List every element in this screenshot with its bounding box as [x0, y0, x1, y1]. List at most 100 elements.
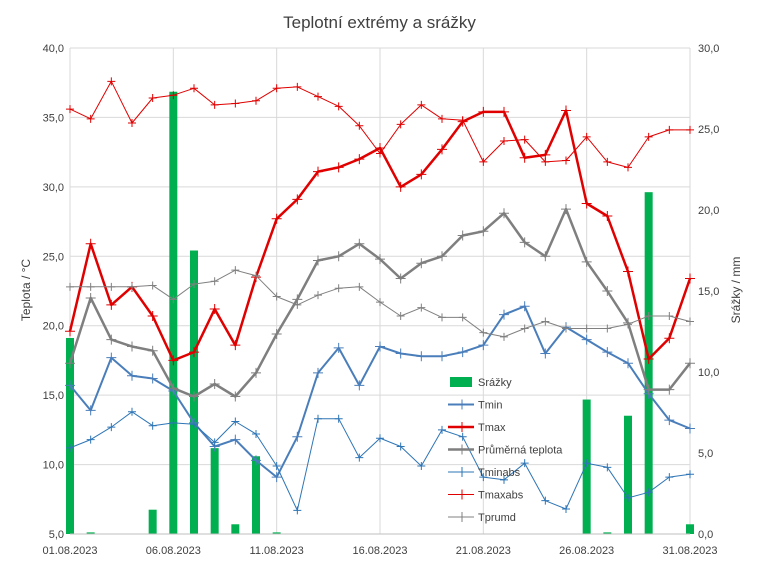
point-Tmin: [375, 341, 385, 352]
point-Tprumd: [603, 324, 612, 333]
legend-swatch-marker: [457, 422, 467, 432]
point-Tmaxabs: [66, 105, 74, 114]
point-Tprumd: [334, 284, 343, 293]
point-Tprumd: [644, 311, 653, 320]
axis-layer: 5,0 10,0 15,0 20,0 25,0 30,0 35,0 40,0 0,0 5,0 10,…: [42, 43, 719, 557]
point-Průměrná teplota: [354, 238, 365, 249]
point-Tmin: [354, 380, 365, 391]
point-Průměrná teplota: [375, 254, 385, 265]
point-Tprumd: [107, 282, 116, 291]
point-Tmax: [189, 347, 199, 358]
point-Tminabs: [644, 488, 653, 497]
x-tick-label: 31.08.2023: [662, 545, 717, 557]
point-Tmax: [85, 238, 96, 249]
point-Tmax: [561, 105, 571, 116]
point-Průměrná teplota: [416, 258, 427, 269]
y2-tick-label: 5,0: [698, 448, 713, 460]
point-Tminabs: [396, 442, 405, 451]
legend-swatch-bar: [450, 377, 472, 387]
point-Tprumd: [417, 303, 426, 312]
point-Tminabs: [355, 453, 364, 462]
point-Tmaxabs: [231, 99, 240, 108]
legend-label: Průměrná teplota: [478, 445, 563, 457]
bar-srazky: [86, 532, 95, 534]
point-Tmaxabs: [107, 77, 116, 86]
point-Tmax: [354, 154, 365, 165]
y-tick-label: 25,0: [43, 251, 64, 263]
point-Průměrná teplota: [478, 226, 489, 237]
point-Tprumd: [665, 311, 674, 320]
point-Tmaxabs: [541, 157, 550, 166]
point-Průměrná teplota: [333, 251, 344, 262]
point-Tminabs: [603, 463, 612, 472]
bar-srazky: [624, 415, 632, 534]
point-Tmin: [478, 340, 489, 351]
point-Tminabs: [438, 425, 446, 434]
legend-swatch-marker: [457, 512, 467, 522]
point-Tmin: [65, 380, 75, 391]
point-Tminabs: [562, 505, 570, 514]
point-Tprumd: [582, 324, 591, 333]
point-Tmaxabs: [210, 100, 219, 109]
point-Tprumd: [396, 311, 405, 320]
point-Tmaxabs: [644, 132, 653, 141]
line-layer: [65, 77, 695, 515]
point-Tmaxabs: [128, 118, 136, 127]
point-Tmax: [395, 181, 406, 192]
point-Tmaxabs: [624, 163, 632, 172]
x-tick-label: 01.08.2023: [42, 545, 97, 557]
point-Tmax: [106, 299, 117, 310]
point-Tmin: [251, 455, 261, 466]
bar-srazky: [272, 532, 281, 534]
point-Tmaxabs: [582, 132, 591, 141]
point-Tmin: [313, 367, 323, 378]
point-Průměrná teplota: [313, 255, 323, 266]
point-Tmaxabs: [376, 149, 384, 158]
point-Tmax: [292, 194, 303, 205]
point-Tmaxabs: [500, 137, 508, 146]
point-Tmaxabs: [520, 135, 529, 144]
point-Tminabs: [169, 418, 178, 427]
point-Tmax: [602, 211, 613, 222]
point-Průměrná teplota: [519, 237, 530, 248]
point-Tprumd: [520, 324, 529, 333]
point-Průměrná teplota: [437, 251, 447, 262]
y-tick-label: 20,0: [43, 321, 64, 333]
point-Tmin: [292, 431, 303, 442]
point-Tmaxabs: [438, 114, 446, 123]
point-Tminabs: [541, 496, 550, 505]
x-tick-label: 21.08.2023: [456, 545, 511, 557]
point-Průměrná teplota: [602, 286, 613, 296]
point-Tmin: [437, 351, 447, 362]
point-Tminabs: [520, 459, 529, 468]
point-Tprumd: [314, 291, 322, 300]
legend: Srážky Tmin Tmax Průměrná teplota Tminabs Tma…: [448, 377, 563, 524]
point-Tmax: [333, 162, 344, 173]
point-Průměrná teplota: [147, 345, 158, 356]
point-Tminabs: [231, 417, 240, 426]
point-Průměrná teplota: [230, 391, 241, 402]
point-Tmin: [581, 334, 592, 345]
point-Tmax: [519, 152, 530, 163]
point-Tmax: [437, 144, 447, 155]
y2-tick-label: 25,0: [698, 124, 719, 136]
point-Tmin: [457, 347, 468, 358]
point-Tmin: [230, 434, 241, 445]
point-Tmax: [147, 310, 158, 321]
point-Tmax: [499, 106, 509, 117]
point-Tprumd: [128, 282, 136, 291]
point-Tminabs: [148, 421, 157, 430]
legend-swatch-marker: [457, 444, 467, 455]
point-Tmax: [643, 354, 654, 365]
bar-srazky: [169, 91, 178, 535]
point-Tminabs: [252, 430, 260, 439]
y2-tick-label: 0,0: [698, 529, 713, 541]
point-Tminabs: [417, 461, 426, 470]
point-Průměrná teplota: [209, 379, 220, 390]
point-Tmin: [85, 405, 96, 416]
point-Tmaxabs: [314, 92, 322, 101]
point-Tmaxabs: [603, 157, 612, 166]
point-Tmin: [685, 423, 695, 434]
legend-label: Tminabs: [478, 467, 521, 479]
